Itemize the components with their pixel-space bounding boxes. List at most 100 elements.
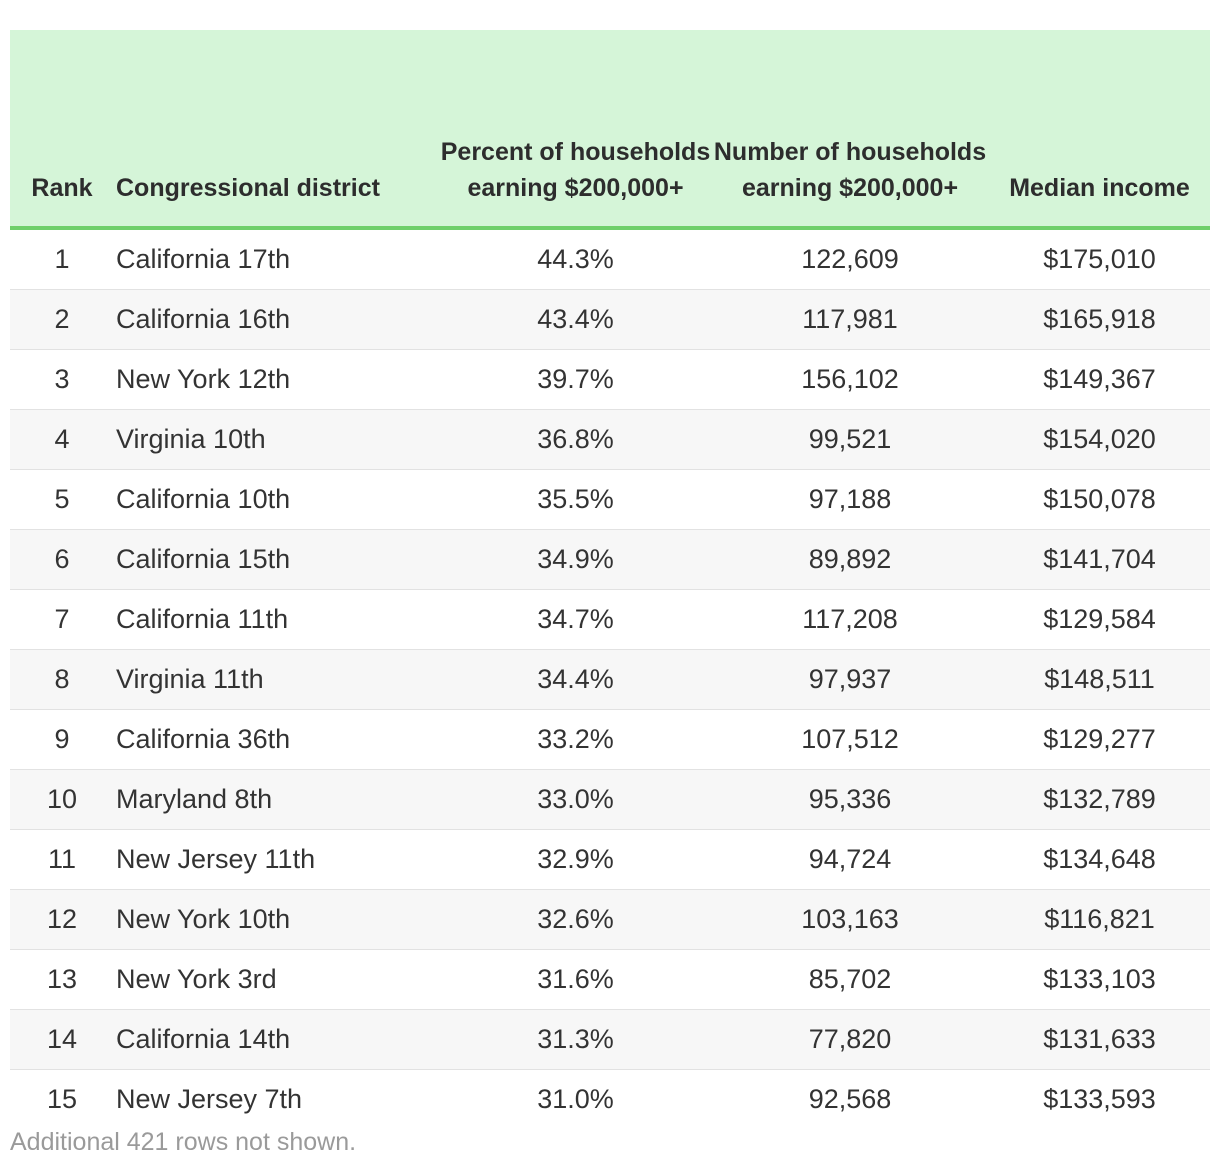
cell-congressional-district: Virginia 10th — [114, 409, 440, 470]
cell-number-households: 95,336 — [711, 769, 989, 830]
cell-median-income: $133,103 — [989, 949, 1210, 1010]
cell-median-income: $133,593 — [1043, 1084, 1156, 1114]
table-row: 3 New York 12th 39.7% 156,102 $149,367 — [10, 349, 1210, 410]
cell-rank: 4 — [10, 409, 114, 470]
table-row: 11 New Jersey 11th 32.9% 94,724 $134,648 — [10, 829, 1210, 890]
table-row: 10 Maryland 8th 33.0% 95,336 $132,789 — [10, 769, 1210, 830]
cell-rank: 1 — [10, 228, 114, 290]
cell-rank: 5 — [10, 469, 114, 530]
cell-congressional-district: New York 12th — [114, 349, 440, 410]
cell-number-households: 99,521 — [711, 409, 989, 470]
table-header: Rank Congressional district Percent of h… — [10, 30, 1210, 230]
cell-congressional-district: California 11th — [114, 589, 440, 650]
cell-number-households: 156,102 — [711, 349, 989, 410]
cell-percent-households: 34.9% — [440, 529, 711, 590]
cell-percent-households: 36.8% — [440, 409, 711, 470]
cell-number-households: 103,163 — [711, 889, 989, 950]
cell-number-households: 117,981 — [711, 289, 989, 350]
cell-median-income: $149,367 — [989, 349, 1210, 410]
cell-number-households: 85,702 — [711, 949, 989, 1010]
header-median-income[interactable]: Median income — [989, 30, 1210, 230]
cell-rank: 7 — [10, 589, 114, 650]
cell-rank: 2 — [10, 289, 114, 350]
table-row: 1 California 17th 44.3% 122,609 $175,010 — [10, 228, 1210, 290]
cell-percent-households: 31.0% — [537, 1084, 614, 1114]
cell-congressional-district: Virginia 11th — [114, 649, 440, 710]
cell-median-income: $141,704 — [989, 529, 1210, 590]
cell-congressional-district: New Jersey 7th — [116, 1084, 303, 1114]
table-row: 13 New York 3rd 31.6% 85,702 $133,103 — [10, 949, 1210, 1010]
cell-percent-households: 33.0% — [440, 769, 711, 830]
data-table-container: Rank Congressional district Percent of h… — [10, 30, 1210, 1129]
cell-median-income: $154,020 — [989, 409, 1210, 470]
cell-median-income: $129,584 — [989, 589, 1210, 650]
cell-number-households: 117,208 — [711, 589, 989, 650]
table-row: 2 California 16th 43.4% 117,981 $165,918 — [10, 289, 1210, 350]
cell-congressional-district: New Jersey 11th — [114, 829, 440, 890]
cell-median-income: $150,078 — [989, 469, 1210, 530]
cell-median-income: $134,648 — [989, 829, 1210, 890]
cell-rank: 8 — [10, 649, 114, 710]
cell-congressional-district: New York 3rd — [114, 949, 440, 1010]
table-row: 14 California 14th 31.3% 77,820 $131,633 — [10, 1009, 1210, 1070]
header-number-households[interactable]: Number of households earning $200,000+ — [711, 30, 989, 230]
cell-number-households: 89,892 — [711, 529, 989, 590]
cell-percent-households: 44.3% — [440, 228, 711, 290]
cell-number-households: 94,724 — [711, 829, 989, 890]
table-row: 8 Virginia 11th 34.4% 97,937 $148,511 — [10, 649, 1210, 710]
cell-rank: 12 — [10, 889, 114, 950]
cell-rank: 11 — [10, 829, 114, 890]
cell-median-income: $116,821 — [989, 889, 1210, 950]
cell-percent-households: 32.9% — [440, 829, 711, 890]
cell-rank: 9 — [10, 709, 114, 770]
cell-rank: 6 — [10, 529, 114, 590]
cell-rank: 3 — [10, 349, 114, 410]
cell-median-income: $148,511 — [989, 649, 1210, 710]
cell-congressional-district: California 10th — [114, 469, 440, 530]
table-row: 6 California 15th 34.9% 89,892 $141,704 — [10, 529, 1210, 590]
cell-percent-households: 31.3% — [440, 1009, 711, 1070]
cell-percent-households: 35.5% — [440, 469, 711, 530]
cell-congressional-district: California 15th — [114, 529, 440, 590]
cell-percent-households: 39.7% — [440, 349, 711, 410]
cell-congressional-district: California 14th — [114, 1009, 440, 1070]
table-body: 1 California 17th 44.3% 122,609 $175,010 2 Cal… — [10, 228, 1210, 1129]
cell-percent-households: 43.4% — [440, 289, 711, 350]
cell-number-households: 92,568 — [808, 1084, 892, 1114]
cell-rank: 15 — [46, 1084, 78, 1114]
cell-median-income: $129,277 — [989, 709, 1210, 770]
cell-median-income: $175,010 — [989, 228, 1210, 290]
cell-congressional-district: California 17th — [114, 228, 440, 290]
table-row: 4 Virginia 10th 36.8% 99,521 $154,020 — [10, 409, 1210, 470]
cell-number-households: 77,820 — [711, 1009, 989, 1070]
cell-median-income: $131,633 — [989, 1009, 1210, 1070]
table-row: 9 California 36th 33.2% 107,512 $129,277 — [10, 709, 1210, 770]
cell-median-income: $165,918 — [989, 289, 1210, 350]
rows-not-shown-note: Additional 421 rows not shown. — [10, 1128, 357, 1156]
header-percent-households[interactable]: Percent of households earning $200,000+ — [440, 30, 711, 230]
districts-table: Rank Congressional district Percent of h… — [10, 30, 1210, 1129]
cell-percent-households: 34.7% — [440, 589, 711, 650]
cell-percent-households: 31.6% — [440, 949, 711, 1010]
cell-percent-households: 32.6% — [440, 889, 711, 950]
cell-rank: 10 — [10, 769, 114, 830]
cell-rank: 14 — [10, 1009, 114, 1070]
table-row: 5 California 10th 35.5% 97,188 $150,078 — [10, 469, 1210, 530]
cell-number-households: 122,609 — [711, 228, 989, 290]
table-row: 7 California 11th 34.7% 117,208 $129,584 — [10, 589, 1210, 650]
header-congressional-district[interactable]: Congressional district — [114, 30, 440, 230]
cell-number-households: 97,188 — [711, 469, 989, 530]
cell-number-households: 107,512 — [711, 709, 989, 770]
header-row: Rank Congressional district Percent of h… — [10, 30, 1210, 230]
cell-congressional-district: California 16th — [114, 289, 440, 350]
cell-congressional-district: New York 10th — [114, 889, 440, 950]
table-row: 15 New Jersey 7th 31.0% 92,568 $133,593 — [10, 1070, 1210, 1130]
cell-median-income: $132,789 — [989, 769, 1210, 830]
cell-congressional-district: California 36th — [114, 709, 440, 770]
cell-number-households: 97,937 — [711, 649, 989, 710]
cell-rank: 13 — [10, 949, 114, 1010]
table-row: 12 New York 10th 32.6% 103,163 $116,821 — [10, 889, 1210, 950]
header-rank[interactable]: Rank — [10, 30, 114, 230]
cell-percent-households: 33.2% — [440, 709, 711, 770]
cell-percent-households: 34.4% — [440, 649, 711, 710]
